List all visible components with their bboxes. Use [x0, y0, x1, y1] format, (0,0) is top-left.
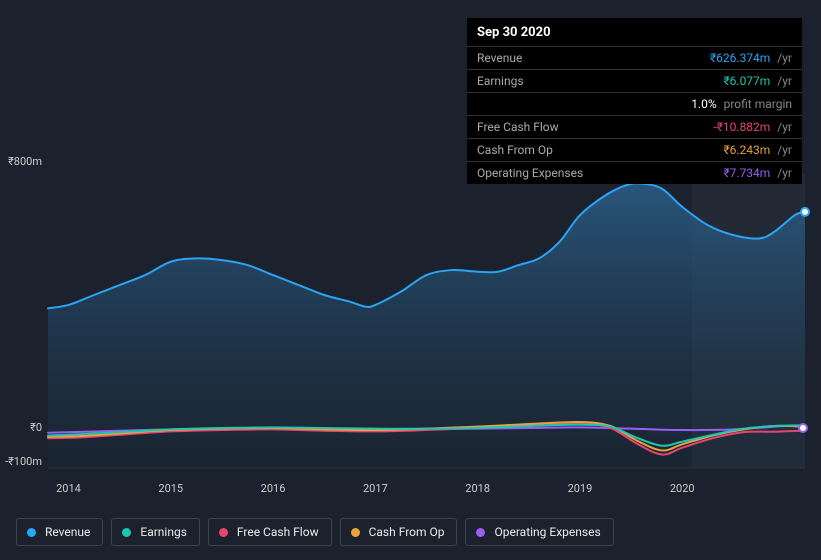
legend-label: Operating Expenses [494, 525, 600, 539]
x-axis-tick-label: 2015 [158, 482, 183, 495]
legend-item[interactable]: Free Cash Flow [208, 518, 332, 546]
x-axis-tick-label: 2016 [261, 482, 286, 495]
tooltip-row-value: ₹626.374m [710, 51, 770, 65]
y-axis-tick-label: -₹100m [0, 455, 42, 468]
legend-label: Earnings [140, 525, 187, 539]
legend-label: Cash From Op [369, 525, 445, 539]
legend-label: Free Cash Flow [237, 525, 319, 539]
tooltip-row: Earnings ₹6.077m /yr [467, 69, 802, 92]
chart-tooltip: Sep 30 2020 Revenue₹626.374m /yrEarnings… [467, 18, 802, 184]
tooltip-row-value: ₹6.077m [723, 74, 770, 88]
y-axis-tick-label: ₹800m [0, 155, 42, 168]
tooltip-row-label: Cash From Op [477, 143, 553, 157]
tooltip-row-unit: /yr [774, 74, 792, 88]
x-axis-tick-label: 2018 [465, 482, 490, 495]
tooltip-row-unit: /yr [774, 120, 792, 134]
tooltip-row-label: Revenue [477, 51, 522, 65]
legend-item[interactable]: Earnings [111, 518, 200, 546]
chart-legend: Revenue Earnings Free Cash Flow Cash From O… [16, 518, 614, 546]
legend-dot [219, 528, 228, 537]
tooltip-row-value: 1.0% [691, 97, 716, 111]
y-axis-tick-label: ₹0 [0, 421, 42, 434]
x-axis-tick-label: 2019 [568, 482, 593, 495]
x-axis-tick-label: 2020 [670, 482, 695, 495]
tooltip-row-unit: /yr [774, 143, 792, 157]
legend-dot [351, 528, 360, 537]
tooltip-row-label: Operating Expenses [477, 166, 583, 180]
tooltip-row-value: ₹7.734m [723, 166, 770, 180]
tooltip-row-unit: /yr [774, 51, 792, 65]
x-axis-tick-label: 2014 [56, 482, 81, 495]
tooltip-row-value: ₹6.243m [723, 143, 770, 157]
legend-item[interactable]: Cash From Op [340, 518, 458, 546]
tooltip-row-label: Free Cash Flow [477, 120, 559, 134]
tooltip-row: 1.0% profit margin [467, 92, 802, 115]
legend-label: Revenue [45, 525, 90, 539]
tooltip-row: Operating Expenses ₹7.734m /yr [467, 161, 802, 184]
tooltip-row-label: Earnings [477, 74, 524, 88]
tooltip-row-unit: /yr [774, 166, 792, 180]
legend-dot [122, 528, 131, 537]
tooltip-row: Cash From Op ₹6.243m /yr [467, 138, 802, 161]
legend-item[interactable]: Revenue [16, 518, 103, 546]
tooltip-date: Sep 30 2020 [467, 18, 802, 46]
tooltip-row-value: -₹10.882m [713, 120, 770, 134]
tooltip-row: Revenue ₹626.374m /yr [467, 46, 802, 69]
x-axis-tick-label: 2017 [363, 482, 388, 495]
legend-item[interactable]: Operating Expenses [465, 518, 613, 546]
legend-dot [476, 528, 485, 537]
tooltip-row-unit: profit margin [721, 97, 792, 111]
tooltip-row: Free Cash Flow -₹10.882m /yr [467, 115, 802, 138]
legend-dot [27, 528, 36, 537]
